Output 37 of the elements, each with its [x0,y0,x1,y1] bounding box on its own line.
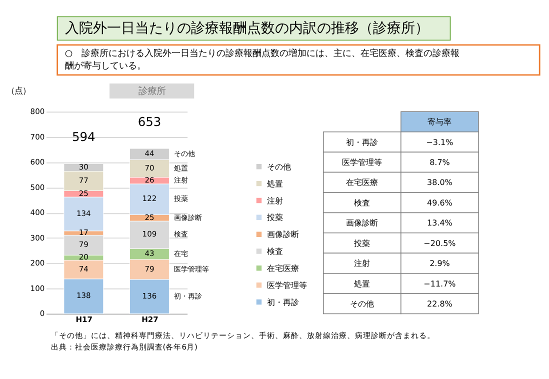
y-tick-label: 700 [30,132,45,142]
data-label: 30 [78,162,89,172]
data-label: 17 [78,228,89,237]
text: 入院外一日当たりの診療報酬点数の内訳の推移（診療所） [64,20,429,37]
x-tick-label: H27 [142,314,158,324]
y-tick-label: 800 [30,106,45,116]
y-tick-label: 0 [40,309,45,318]
data-label: 43 [144,248,154,258]
source-note: 出典：社会医療診療行為別調査(各年6月) [50,342,198,352]
y-tick-label: 300 [30,233,45,242]
y-tick-label: 100 [30,284,45,293]
data-label: 70 [144,163,154,172]
data-label: 79 [78,240,89,250]
data-label: 136 [142,291,157,300]
data-label: 44 [144,148,154,158]
data-label: 25 [144,212,154,222]
x-tick-label: H17 [76,314,93,324]
data-label: 20 [78,252,89,262]
data-label: 25 [78,188,89,198]
data-label: 109 [142,230,157,239]
text: ○ 診療所における入院外一日当たりの診療報酬点数の増加には、主に、在宅医療、検査の診療報酬が寄与している。 [64,48,460,72]
total-label: 653 [138,114,162,129]
y-tick-label: 500 [30,182,45,192]
data-label: 79 [144,264,154,274]
data-label: 77 [78,176,89,185]
data-label: 122 [142,194,157,204]
y-tick-label: 400 [30,208,45,218]
text: 診療所 [138,86,166,97]
y-axis-title: （点） [6,85,30,96]
data-label: 134 [76,208,92,218]
data-label: 138 [76,291,92,300]
total-label: 594 [72,130,96,144]
y-tick-label: 200 [30,258,45,268]
y-tick-label: 600 [30,158,45,167]
data-label: 26 [144,175,154,184]
data-label: 74 [78,264,89,274]
text: 「その他」には、精神科専門療法、リハビリテーション、手術、麻酔、放射線治療、病理診断が含まれる。 [50,331,435,340]
